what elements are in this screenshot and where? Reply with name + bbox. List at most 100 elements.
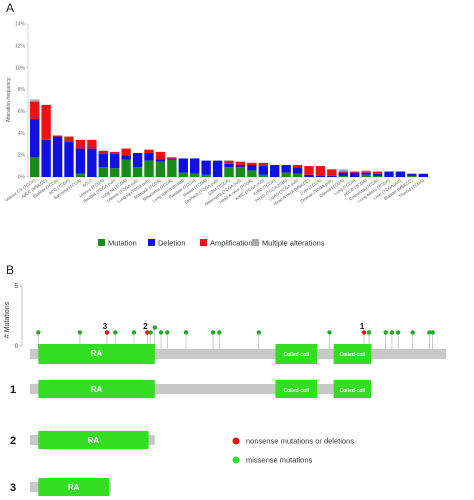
- bar-segment-amplification: [98, 150, 108, 155]
- lollipop-head-missense: [210, 330, 216, 335]
- lollipop-head-missense: [165, 330, 170, 335]
- legend-swatch: [98, 239, 105, 246]
- bar-segment-deletion: [418, 173, 428, 177]
- bar-segment-amplification: [155, 151, 166, 160]
- legend-swatch: [252, 239, 259, 246]
- bar-chart-alteration-frequency: Alteration frequency 0% 2% 4% 6% 8% 10% 12% 14%…: [4, 22, 430, 248]
- legend-label: Multiple alterations: [262, 239, 325, 248]
- y-tick-label: 12%: [15, 43, 26, 49]
- bar-segment-deletion: [41, 139, 51, 177]
- bar-segment-mutation: [110, 168, 120, 177]
- lollipop-head-nonsense: [104, 330, 110, 335]
- truncation-row-label: 2: [10, 435, 16, 447]
- mutation-id-label: 3: [103, 322, 108, 331]
- lollipop-head-missense: [366, 330, 372, 335]
- bar-segment-mutation: [292, 173, 303, 177]
- bar-segment-deletion: [327, 175, 337, 177]
- bar-segment-amplification: [144, 149, 154, 153]
- lollipop-y-axis-title: # Mutations: [4, 301, 11, 338]
- legend-swatch: [200, 239, 207, 246]
- x-tick-label: SCLC: [81, 178, 93, 189]
- truncated-domain-ra: [38, 478, 110, 496]
- protein-backbone: [30, 349, 446, 359]
- bar-segment-deletion: [178, 158, 188, 173]
- y-tick-label: 6%: [18, 109, 26, 115]
- bar-segment-mutation: [155, 161, 166, 177]
- truncated-domain-label: Coiled-coil: [340, 388, 366, 394]
- lollipop-head-missense: [148, 330, 153, 335]
- truncation-row-label: 3: [10, 482, 16, 494]
- bar-segment-amplification: [304, 166, 314, 175]
- bar-segment-amplification: [247, 162, 257, 165]
- bar-segment-amplification: [372, 171, 383, 174]
- truncation-row-label: 1: [10, 384, 16, 396]
- bar-segment-deletion: [315, 175, 326, 177]
- bar-segment-amplification: [258, 162, 268, 167]
- truncated-domain-label: RA: [68, 483, 80, 492]
- lollipop-head-missense: [427, 330, 432, 335]
- bar-segment-mutation: [372, 175, 383, 177]
- bar-segment-amplification: [350, 171, 360, 173]
- bar-segment-deletion: [87, 148, 97, 177]
- bar-segment-mutation: [144, 160, 154, 177]
- bar-segment-mutation: [132, 167, 143, 177]
- bar-segment-amplification: [30, 101, 40, 120]
- bar-segment-mutation: [75, 173, 86, 177]
- legend-label: Mutation: [108, 239, 137, 248]
- bar-segment-amplification: [87, 139, 97, 149]
- protein-domain-coiled-coil: [275, 344, 318, 364]
- lollipop-head-missense: [77, 330, 83, 335]
- lollipop-y-tick-label: 0: [15, 344, 19, 350]
- lollipop-head-missense: [158, 330, 164, 335]
- bar-segment-amplification: [167, 157, 177, 159]
- bar-segment-deletion: [407, 173, 417, 176]
- bar-segment-multiple-alterations: [361, 170, 371, 172]
- bar-segment-mutation: [201, 174, 211, 177]
- lollipop-legend-dot: [232, 456, 240, 464]
- mutation-id-label: 1: [360, 322, 365, 331]
- lollipop-plot: # Mutations 0 5 3 2 1 RA Coiled-coil Coiled-c…: [4, 284, 446, 496]
- y-tick-label: 10%: [15, 65, 26, 71]
- protein-domain-coiled-coil: [333, 344, 372, 364]
- bar-segment-deletion: [304, 174, 314, 177]
- bar-segment-deletion: [121, 155, 131, 160]
- bar-segment-deletion: [384, 171, 394, 177]
- truncated-domain-coiled-coil: [333, 380, 372, 398]
- bar-segment-deletion: [30, 119, 40, 158]
- panel-b-label: B: [6, 263, 14, 277]
- mutation-id-label: 2: [143, 322, 148, 331]
- bar-segment-deletion: [132, 152, 143, 168]
- bar-segment-mutation: [235, 167, 246, 177]
- bar-segment-mutation: [98, 167, 108, 177]
- bar-segment-amplification: [121, 148, 131, 156]
- bar-segment-deletion: [281, 164, 291, 173]
- bar-segment-amplification: [64, 136, 74, 143]
- bar-segment-mutation: [407, 175, 417, 177]
- bar-segment-mutation: [167, 159, 177, 177]
- lollipop-head-missense: [410, 330, 415, 335]
- bar-segment-mutation: [247, 170, 257, 177]
- bar-segment-deletion: [110, 154, 120, 169]
- bar-segment-mutation: [178, 172, 188, 177]
- truncated-domain-label: Coiled-coil: [283, 388, 309, 394]
- bar-segment-amplification: [338, 171, 348, 173]
- bar-segment-amplification: [110, 151, 120, 155]
- bar-segment-deletion: [338, 172, 348, 176]
- bar-segment-amplification: [224, 160, 234, 164]
- bar-segment-deletion: [212, 160, 223, 177]
- legend-label: Deletion: [158, 239, 186, 248]
- bar-segment-deletion: [144, 152, 154, 161]
- bar-segment-deletion: [247, 164, 257, 171]
- bar-segment-mutation: [190, 173, 200, 177]
- bar-segment-deletion: [64, 142, 74, 177]
- bar-segment-mutation: [338, 175, 348, 177]
- bar-segment-mutation: [281, 172, 291, 177]
- bar-segment-deletion: [361, 172, 371, 175]
- bar-segment-deletion: [224, 163, 234, 168]
- bar-segment-mutation: [258, 174, 268, 177]
- bar-segment-amplification: [41, 104, 51, 140]
- bar-segment-deletion: [75, 148, 86, 174]
- bar-segment-amplification: [292, 164, 303, 168]
- legend-label: Amplification: [210, 239, 253, 248]
